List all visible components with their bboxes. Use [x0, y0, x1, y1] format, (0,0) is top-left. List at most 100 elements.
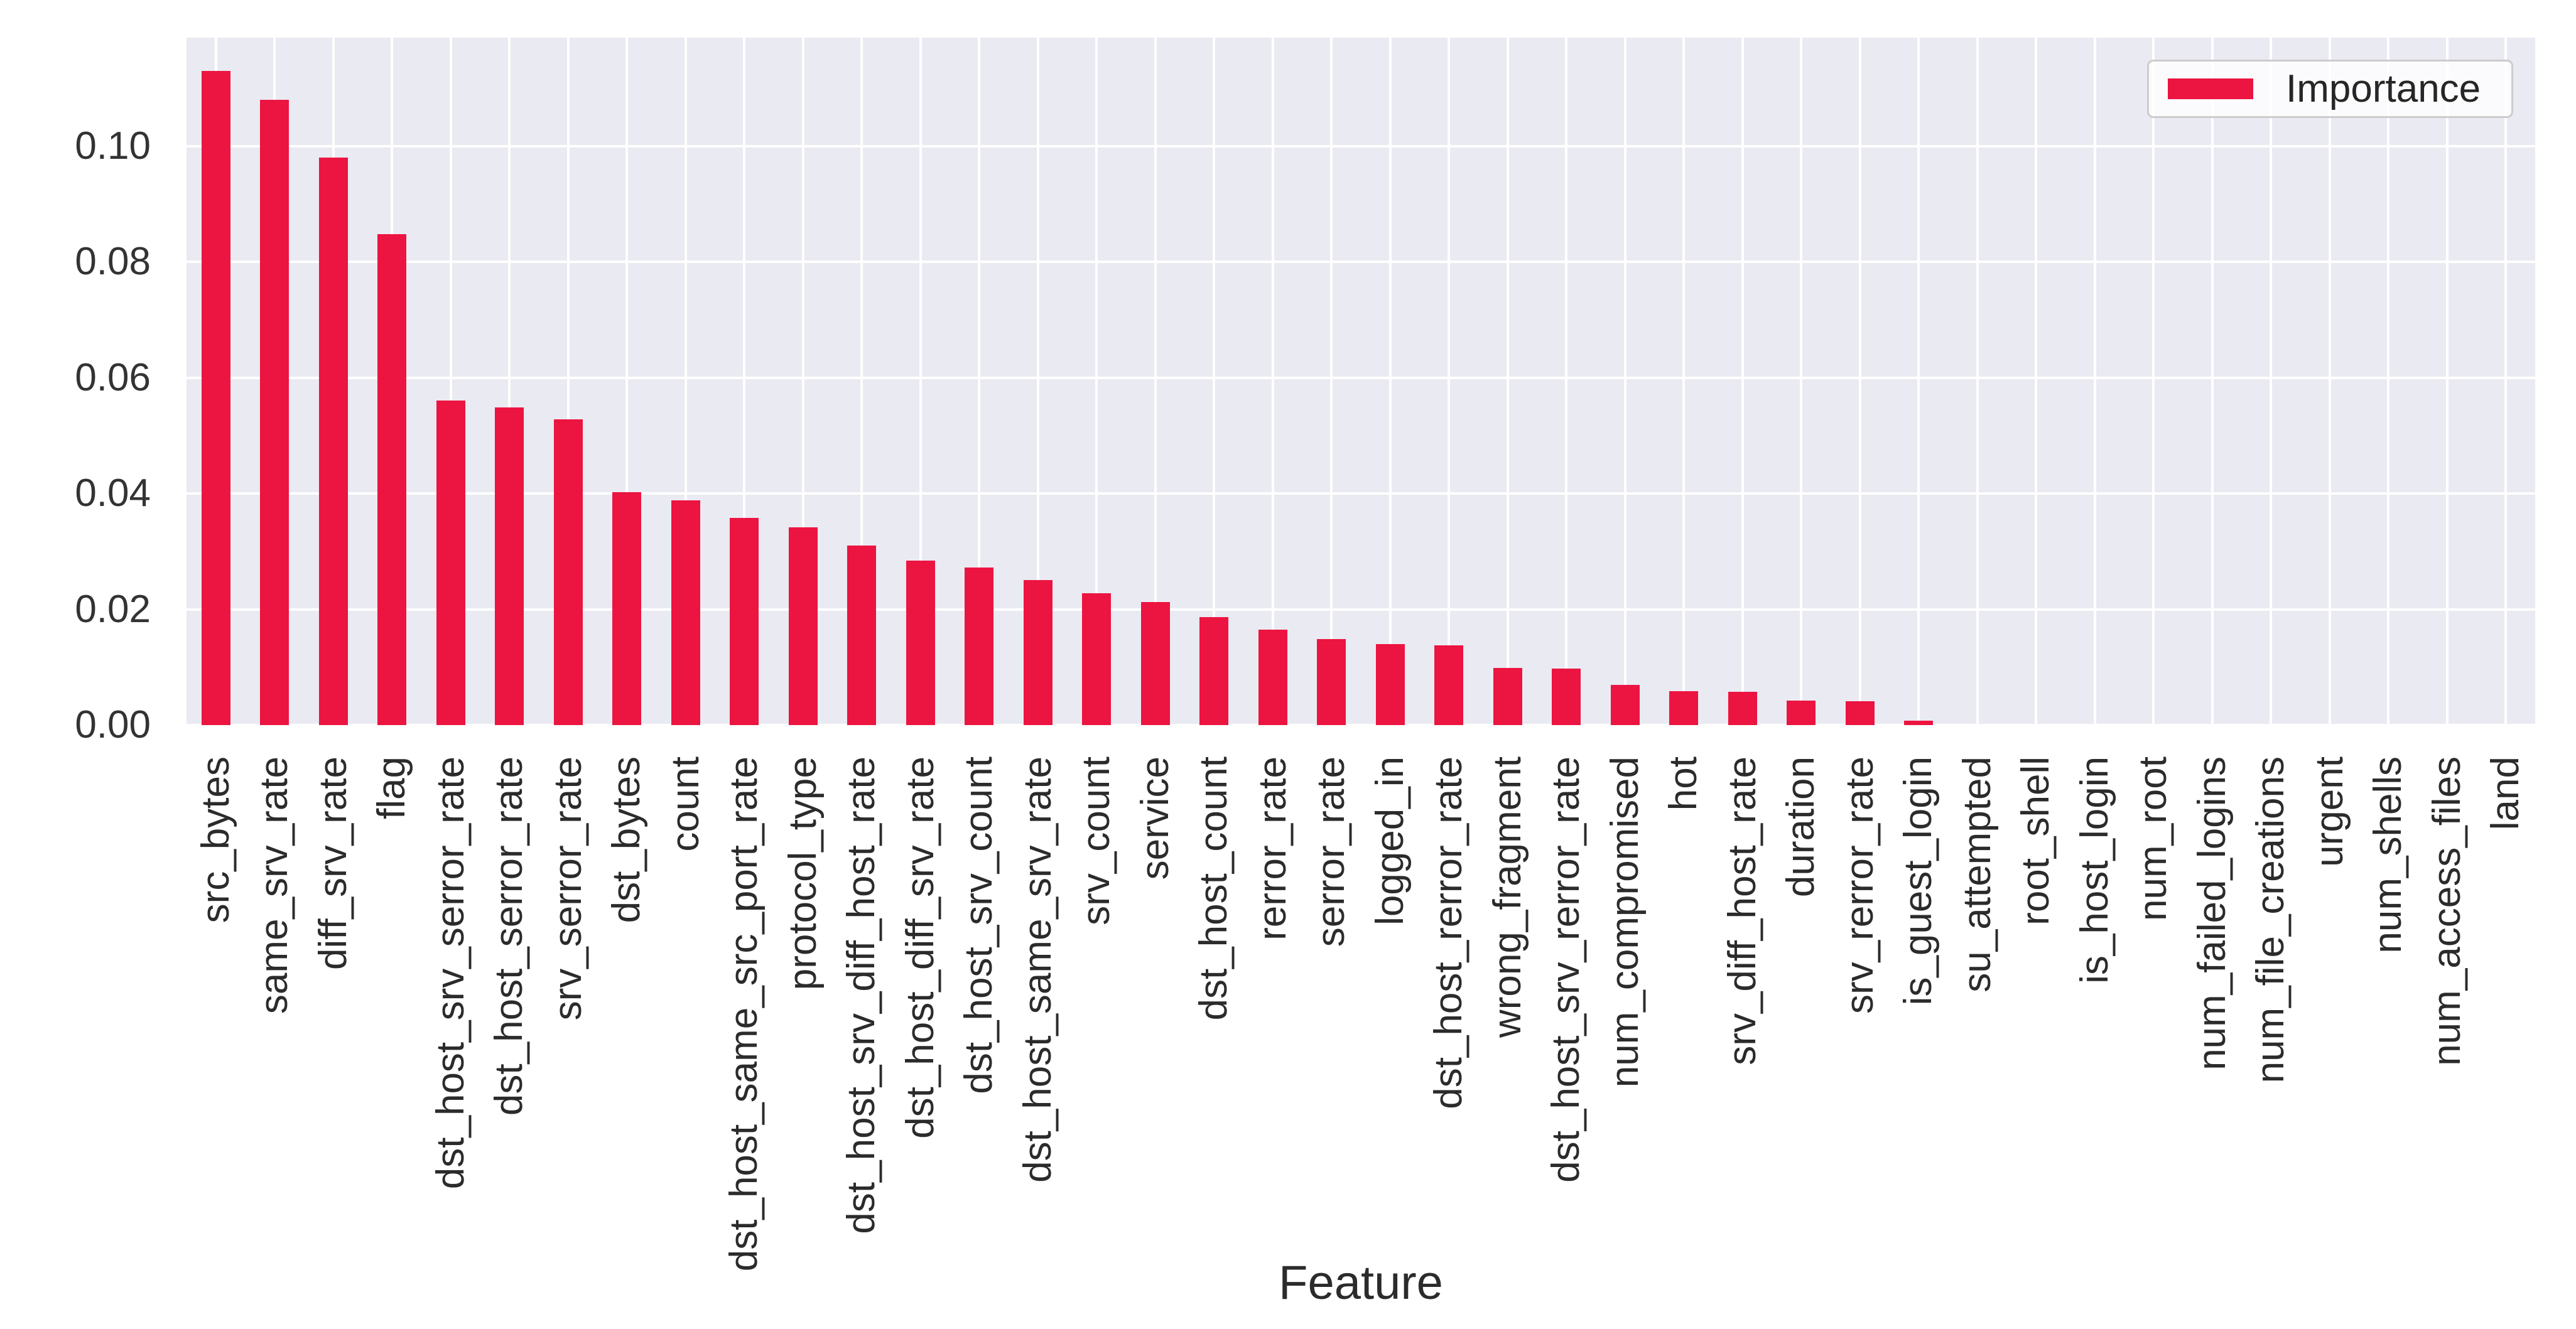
v-gridline [1271, 38, 1274, 725]
y-tick-label: 0.08 [75, 240, 151, 283]
bar-diff_srv_rate [318, 157, 348, 725]
legend-swatch-importance [2168, 78, 2253, 99]
bar-dst_host_same_srv_rate [1023, 580, 1053, 725]
x-tick-label: rerror_rate [1250, 756, 1294, 940]
x-tick-label: srv_rerror_rate [1837, 756, 1881, 1014]
h-gridline [187, 492, 2535, 495]
v-gridline [2328, 38, 2331, 725]
v-gridline [449, 38, 452, 725]
x-tick-label: dst_host_same_srv_rate [1015, 756, 1059, 1183]
v-gridline [1917, 38, 1920, 725]
x-tick-label: is_host_login [2072, 756, 2116, 984]
x-tick-label: hot [1662, 756, 1706, 811]
v-gridline [978, 38, 981, 725]
x-tick-label: wrong_fragment [1485, 756, 1529, 1038]
x-tick-label: dst_host_rerror_rate [1427, 756, 1471, 1109]
bar-is_guest_login [1904, 720, 1934, 725]
x-tick-label: num_file_creations [2249, 756, 2293, 1084]
bar-srv_rerror_rate [1845, 701, 1875, 725]
v-gridline [1623, 38, 1626, 725]
x-tick-label: src_bytes [193, 756, 237, 923]
v-gridline [1976, 38, 1979, 725]
v-gridline [1154, 38, 1157, 725]
bar-dst_host_srv_serror_rate [436, 401, 465, 725]
x-tick-label: serror_rate [1309, 756, 1353, 947]
x-tick-label: dst_bytes [605, 756, 649, 923]
x-tick-label: service [1133, 756, 1177, 880]
h-gridline [187, 608, 2535, 611]
x-tick-label: dst_host_serror_rate [487, 756, 531, 1116]
x-tick-label: dst_host_srv_rerror_rate [1544, 756, 1588, 1183]
x-tick-label: land [2484, 756, 2528, 831]
x-tick-label: srv_count [1074, 756, 1118, 925]
bar-dst_host_rerror_rate [1434, 645, 1464, 725]
x-tick-label: is_guest_login [1897, 756, 1940, 1006]
v-gridline [1506, 38, 1509, 725]
bar-num_compromised [1610, 685, 1640, 725]
x-tick-label: count [663, 756, 707, 852]
v-gridline [566, 38, 570, 725]
v-gridline [1565, 38, 1568, 725]
bar-dst_host_serror_rate [495, 407, 524, 725]
x-tick-label: num_root [2131, 756, 2175, 921]
bar-dst_host_diff_srv_rate [906, 561, 935, 725]
h-gridline [187, 724, 2535, 726]
v-gridline [2093, 38, 2096, 725]
v-gridline [919, 38, 922, 725]
v-gridline [1741, 38, 1744, 725]
bar-wrong_fragment [1493, 667, 1522, 725]
v-gridline [2387, 38, 2390, 725]
bar-srv_count [1082, 593, 1112, 725]
v-gridline [743, 38, 746, 725]
v-gridline [2270, 38, 2273, 725]
bar-dst_host_same_src_port_rate [730, 517, 759, 725]
y-tick-label: 0.04 [75, 471, 151, 515]
x-tick-label: srv_diff_host_rate [1720, 756, 1764, 1065]
y-tick-label: 0.10 [75, 124, 151, 168]
y-tick-label: 0.02 [75, 587, 151, 631]
x-tick-label: num_access_files [2425, 756, 2469, 1066]
bar-dst_host_srv_count [965, 568, 994, 725]
v-gridline [1036, 38, 1039, 725]
v-gridline [1330, 38, 1333, 725]
x-tick-label: su_attempted [1955, 756, 1999, 993]
v-gridline [2152, 38, 2155, 725]
v-gridline [1213, 38, 1216, 725]
x-axis-title: Feature [1279, 1256, 1443, 1310]
x-tick-label: dst_host_count [1192, 756, 1236, 1021]
v-gridline [2211, 38, 2214, 725]
x-tick-label: num_compromised [1603, 756, 1647, 1088]
bar-srv_serror_rate [553, 419, 583, 725]
bar-count [671, 500, 700, 725]
bar-dst_host_count [1199, 617, 1229, 725]
x-tick-label: root_shell [2014, 756, 2058, 925]
h-gridline [187, 261, 2535, 263]
h-gridline [187, 144, 2535, 148]
bar-protocol_type [788, 527, 818, 725]
x-tick-label: duration [1779, 756, 1823, 898]
x-tick-label: num_failed_logins [2190, 756, 2234, 1070]
v-gridline [1682, 38, 1686, 725]
x-tick-label: diff_srv_rate [311, 756, 355, 971]
plot-area [187, 38, 2535, 726]
bar-src_bytes [201, 70, 230, 725]
bar-dst_host_srv_diff_host_rate [847, 546, 877, 725]
v-gridline [2445, 38, 2449, 725]
x-tick-label: dst_host_same_src_port_rate [722, 756, 766, 1272]
bar-hot [1669, 691, 1699, 725]
x-tick-label: protocol_type [781, 756, 825, 991]
v-gridline [1388, 38, 1392, 725]
v-gridline [625, 38, 629, 725]
x-tick-label: dst_host_srv_serror_rate [428, 756, 472, 1190]
x-tick-label: urgent [2307, 756, 2351, 867]
bar-flag [377, 234, 407, 725]
bar-dst_bytes [612, 492, 642, 725]
v-gridline [508, 38, 511, 725]
bar-srv_diff_host_rate [1728, 692, 1757, 725]
v-gridline [1448, 38, 1451, 725]
x-tick-label: srv_serror_rate [546, 756, 590, 1021]
x-tick-label: dst_host_srv_count [957, 756, 1001, 1094]
v-gridline [860, 38, 863, 725]
bar-service [1140, 602, 1170, 725]
